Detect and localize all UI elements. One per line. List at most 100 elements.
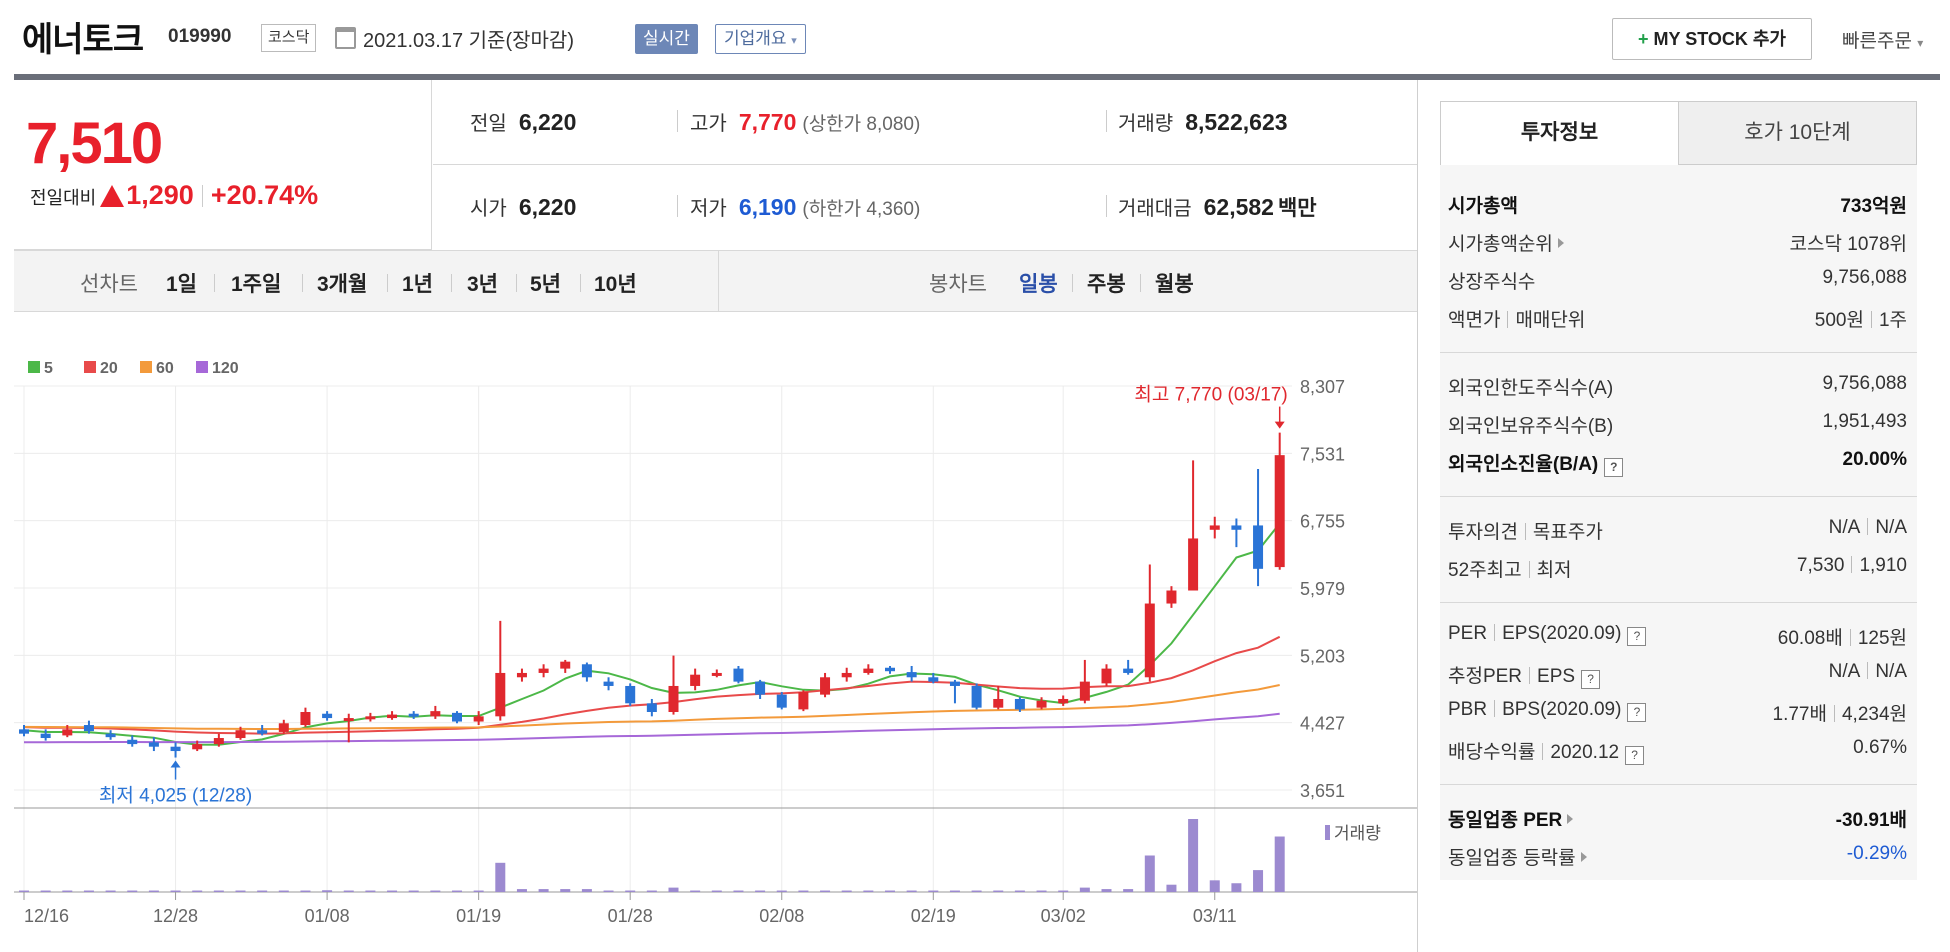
period-5y[interactable]: 5년	[530, 273, 561, 296]
stat-label: 거래대금	[1118, 198, 1192, 220]
candle-body	[798, 692, 809, 710]
info-value: 코스닥 1078위	[1789, 234, 1907, 255]
volume-bar	[40, 890, 51, 892]
tab-investment-info[interactable]: 투자정보	[1440, 101, 1679, 165]
tab-order-book[interactable]: 호가 10단계	[1678, 101, 1917, 165]
info-label: 시가총액순위	[1448, 234, 1553, 255]
info-value: 4,234원	[1841, 704, 1907, 725]
info-tabs: 투자정보 호가 10단계	[1440, 101, 1917, 165]
stock-code: 019990	[168, 26, 232, 47]
candle-monthly[interactable]: 월봉	[1155, 273, 1194, 296]
x-tick-label: 03/02	[1041, 906, 1086, 926]
period-1d[interactable]: 1일	[166, 273, 197, 296]
volume-bar	[516, 889, 527, 892]
help-icon[interactable]: ?	[1627, 703, 1647, 722]
info-row-foreign-limit: 외국인한도주식수(A) 9,756,088	[1440, 371, 1917, 401]
volume-bar	[906, 890, 917, 892]
stat-unit: 백만	[1277, 197, 1317, 220]
legend-label: 20	[100, 360, 118, 377]
volume-bar	[452, 890, 462, 892]
info-value: -0.29%	[1846, 843, 1907, 864]
volume-bar	[322, 890, 333, 892]
volume-bar	[863, 890, 874, 892]
candle-body	[192, 744, 203, 750]
volume-bar	[1231, 883, 1242, 892]
divider	[718, 251, 719, 312]
candle-body	[1166, 590, 1177, 604]
divider	[1440, 784, 1917, 785]
candle-weekly[interactable]: 주봉	[1087, 273, 1126, 296]
volume-bar	[581, 889, 592, 892]
realtime-button[interactable]: 실시간	[635, 24, 698, 54]
info-label-link[interactable]: 시가총액순위	[1448, 229, 1564, 256]
info-label-group: 52주최고 최저	[1448, 555, 1572, 582]
candle-body	[581, 664, 592, 678]
volume-bar	[798, 890, 809, 892]
my-stock-add-button[interactable]: + MY STOCK 추가	[1612, 18, 1812, 60]
info-label: 추정PER	[1448, 666, 1523, 687]
info-row-foreign-ratio: 외국인소진율(B/A)? 20.00%	[1440, 447, 1917, 477]
info-value: N/A	[1875, 661, 1907, 682]
company-overview-dropdown[interactable]: 기업개요 ▾	[715, 24, 806, 54]
info-label-link[interactable]: 동일업종 PER	[1448, 805, 1574, 832]
period-10y[interactable]: 10년	[594, 273, 637, 296]
info-label: 배당수익률	[1448, 742, 1536, 763]
stat-high: 고가 7,770 (상한가 8,080)	[690, 107, 920, 136]
separator	[1849, 629, 1851, 646]
info-value: 125원	[1857, 628, 1907, 649]
max-arrow-head	[1274, 421, 1285, 429]
period-3y[interactable]: 3년	[467, 273, 498, 296]
help-icon[interactable]: ?	[1581, 670, 1601, 689]
volume-bar	[928, 890, 939, 892]
candle-body	[755, 681, 766, 695]
info-label-link[interactable]: 동일업종 등락률	[1448, 843, 1587, 870]
info-value: 60.08배	[1777, 628, 1843, 649]
info-row-est-per: 추정PER EPS? N/A N/A	[1440, 659, 1917, 689]
candle-body	[40, 733, 51, 739]
help-icon[interactable]: ?	[1625, 746, 1645, 765]
info-label: 상장주식수	[1448, 272, 1536, 293]
info-value: 500원	[1814, 310, 1864, 331]
candle-body	[668, 685, 679, 712]
volume-bar	[993, 890, 1004, 892]
candle-body	[603, 681, 614, 686]
help-icon[interactable]: ?	[1604, 458, 1624, 477]
price-diff: 1,290	[126, 180, 194, 210]
chevron-right-icon	[1567, 814, 1574, 824]
volume-bar	[235, 890, 246, 892]
help-icon[interactable]: ?	[1627, 627, 1647, 646]
info-label: BPS(2020.09)	[1502, 699, 1622, 720]
chevron-right-icon	[1557, 238, 1564, 248]
price-summary: 7,510 전일대비 1,290 +20.74%	[14, 80, 432, 250]
separator	[201, 185, 203, 207]
stat-label: 전일	[470, 113, 507, 135]
period-1w[interactable]: 1주일	[231, 273, 282, 296]
separator	[1542, 743, 1544, 760]
volume-bar	[538, 889, 549, 892]
info-row-52w: 52주최고 최저 7,530 1,910	[1440, 553, 1917, 583]
period-3m[interactable]: 3개월	[317, 273, 368, 296]
volume-bar	[1144, 855, 1155, 892]
quick-order-link[interactable]: 빠른주문 ▾	[1842, 26, 1923, 53]
period-1y[interactable]: 1년	[402, 273, 433, 296]
volume-bar	[841, 890, 852, 892]
stat-trade-value: 거래대금 62,582 백만	[1118, 192, 1317, 222]
info-label: 2020.12	[1550, 742, 1620, 763]
separator	[1494, 700, 1496, 717]
info-value-group: 1.77배 4,234원	[1773, 699, 1908, 726]
candle-body	[148, 742, 159, 747]
volume-bar	[387, 890, 398, 892]
ma-line-120	[24, 712, 1280, 744]
candle-body	[62, 729, 73, 736]
volume-bar	[495, 862, 506, 892]
candle-body	[430, 711, 441, 717]
info-value: N/A	[1828, 661, 1861, 682]
candle-daily[interactable]: 일봉	[1019, 273, 1058, 296]
info-row-foreign-hold: 외국인보유주식수(B) 1,951,493	[1440, 409, 1917, 439]
candle-body	[841, 672, 852, 678]
info-label: PER	[1448, 623, 1488, 644]
volume-bar	[971, 890, 982, 892]
info-row-opinion: 투자의견 목표주가 N/A N/A	[1440, 515, 1917, 545]
candlestick-chart: 8,307 7,531 6,755 5,979 5,203 4,427 3,651 12/16…	[14, 360, 1417, 926]
info-row-shares: 상장주식수 9,756,088	[1440, 265, 1917, 295]
